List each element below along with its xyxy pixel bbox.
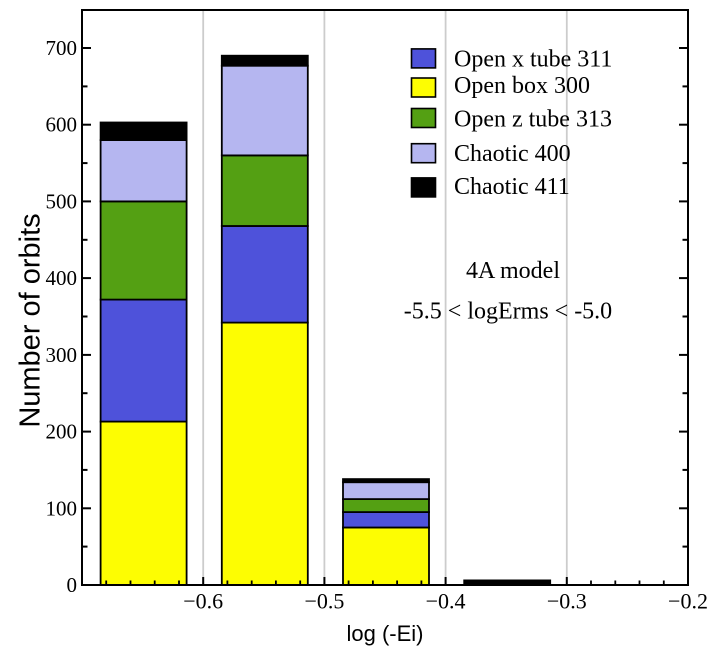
svg-text:400: 400 <box>46 266 78 290</box>
svg-text:−0.6: −0.6 <box>183 589 223 614</box>
svg-text:Open z tube 313: Open z tube 313 <box>454 107 612 133</box>
svg-text:700: 700 <box>46 36 78 60</box>
svg-text:−0.2: −0.2 <box>668 589 708 614</box>
svg-text:Open box 300: Open box 300 <box>454 73 590 99</box>
svg-text:Chaotic 411: Chaotic 411 <box>454 174 570 200</box>
svg-text:-5.5 < logErms < -5.0: -5.5 < logErms < -5.0 <box>404 299 612 325</box>
svg-text:−0.5: −0.5 <box>304 589 344 614</box>
svg-text:−0.3: −0.3 <box>547 589 587 614</box>
svg-text:Open x tube 311: Open x tube 311 <box>454 47 612 73</box>
svg-text:100: 100 <box>46 496 78 520</box>
svg-text:0: 0 <box>67 573 78 597</box>
svg-text:Chaotic 400: Chaotic 400 <box>454 141 571 167</box>
svg-text:200: 200 <box>46 420 78 444</box>
svg-text:Number of orbits: Number of orbits <box>15 213 47 427</box>
svg-text:4A model: 4A model <box>466 258 560 284</box>
svg-text:300: 300 <box>46 343 78 367</box>
svg-text:500: 500 <box>46 189 78 213</box>
svg-text:−0.4: −0.4 <box>426 589 466 614</box>
svg-text:600: 600 <box>46 113 78 137</box>
svg-text:log (-Ei): log (-Ei) <box>346 621 423 646</box>
